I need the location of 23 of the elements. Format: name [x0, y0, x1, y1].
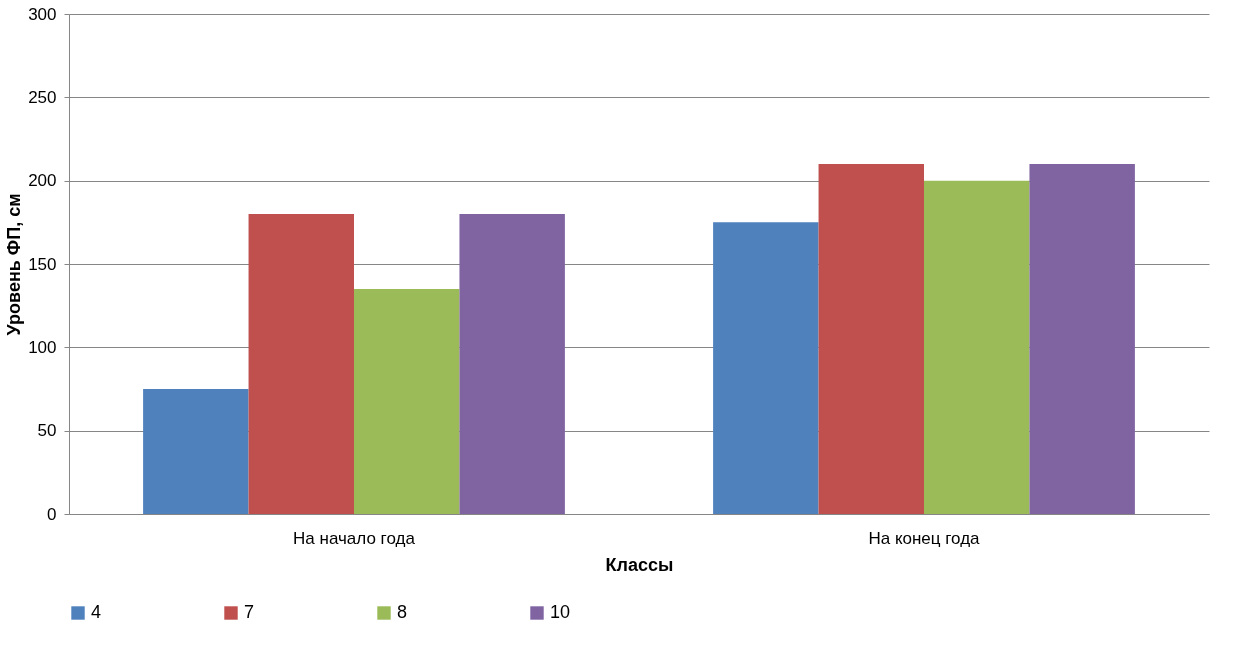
y-tick-label: 0 [47, 504, 57, 524]
bar [924, 180, 1030, 514]
legend-label: 8 [397, 602, 408, 622]
y-tick-label: 100 [28, 337, 57, 357]
y-tick-label: 200 [28, 171, 57, 191]
legend-label: 10 [550, 602, 571, 622]
bar [459, 214, 565, 514]
bar [143, 389, 249, 514]
x-tick-label: На конец года [868, 528, 981, 548]
x-tick-label: На начало года [293, 528, 416, 548]
bar [248, 214, 354, 514]
y-axis-title: Уровень ФП, см [4, 193, 25, 336]
bar [1029, 164, 1135, 514]
bar [713, 222, 819, 514]
x-axis-title: Классы [605, 554, 674, 575]
y-tick-label: 150 [28, 254, 57, 274]
y-tick-label: 50 [37, 421, 57, 441]
bar [354, 289, 460, 514]
bar [818, 164, 924, 514]
legend-label: 7 [244, 602, 255, 622]
y-tick-label: 300 [28, 4, 57, 24]
y-tick-label: 250 [28, 87, 57, 107]
legend-label: 4 [91, 602, 102, 622]
